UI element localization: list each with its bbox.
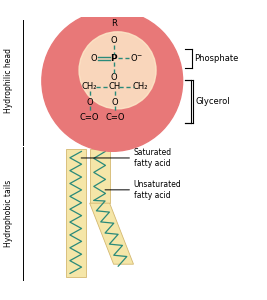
Text: Hydrophilic head: Hydrophilic head [4, 48, 13, 113]
Text: CH: CH [109, 82, 121, 91]
Text: C=O: C=O [105, 113, 125, 122]
Text: −: − [137, 52, 142, 57]
Text: O: O [86, 98, 93, 106]
Bar [90, 149, 109, 203]
Circle shape [42, 11, 183, 151]
Text: Hydrophobic tails: Hydrophobic tails [4, 180, 13, 248]
Text: R: R [111, 19, 116, 28]
Text: O: O [90, 54, 97, 63]
Bar [66, 149, 86, 278]
Text: Unsaturated
fatty acid: Unsaturated fatty acid [134, 180, 181, 200]
Text: O: O [112, 98, 118, 106]
Text: Glycerol: Glycerol [196, 97, 230, 106]
Text: Saturated
fatty acid: Saturated fatty acid [134, 148, 172, 168]
Text: O: O [110, 36, 117, 45]
Text: O: O [110, 73, 117, 82]
Text: P: P [110, 54, 117, 63]
Text: O: O [130, 54, 137, 63]
Text: C=O: C=O [80, 113, 99, 122]
Text: CH₂: CH₂ [132, 82, 148, 91]
Text: CH₂: CH₂ [82, 82, 97, 91]
Circle shape [79, 32, 156, 109]
Text: Phosphate: Phosphate [195, 54, 239, 63]
Polygon shape [90, 203, 134, 264]
